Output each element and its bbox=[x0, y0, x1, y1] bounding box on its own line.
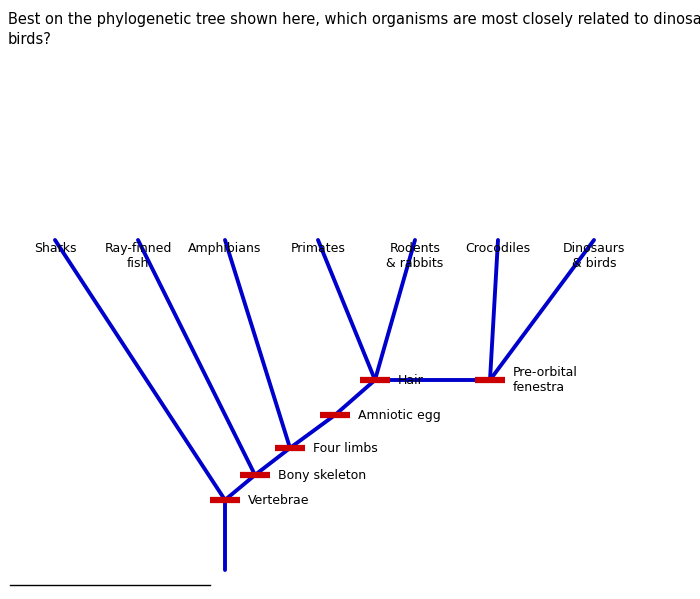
Text: Best on the phylogenetic tree shown here, which organisms are most closely relat: Best on the phylogenetic tree shown here… bbox=[8, 12, 700, 27]
Text: Pre-orbital
fenestra: Pre-orbital fenestra bbox=[513, 366, 578, 394]
Text: Four limbs: Four limbs bbox=[313, 441, 378, 455]
Text: Amniotic egg: Amniotic egg bbox=[358, 409, 441, 422]
Text: birds?: birds? bbox=[8, 32, 52, 47]
Text: Crocodiles: Crocodiles bbox=[466, 242, 531, 255]
Text: Primates: Primates bbox=[290, 242, 345, 255]
Text: Hair: Hair bbox=[398, 374, 424, 386]
Text: Sharks: Sharks bbox=[34, 242, 76, 255]
Text: Vertebrae: Vertebrae bbox=[248, 494, 309, 507]
Text: Bony skeleton: Bony skeleton bbox=[278, 468, 366, 482]
Text: Dinosaurs
& birds: Dinosaurs & birds bbox=[563, 242, 625, 270]
Text: Amphibians: Amphibians bbox=[188, 242, 262, 255]
Text: Ray-finned
fish: Ray-finned fish bbox=[104, 242, 172, 270]
Text: Rodents
& rabbits: Rodents & rabbits bbox=[386, 242, 444, 270]
